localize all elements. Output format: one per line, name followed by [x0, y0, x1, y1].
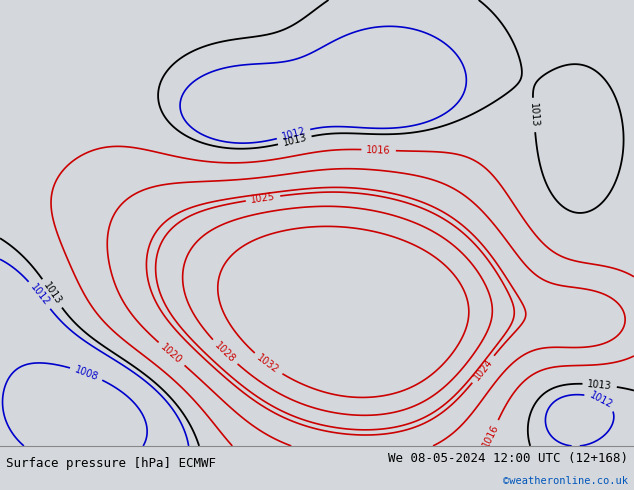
Text: 1024: 1024: [472, 357, 495, 382]
Text: 1012: 1012: [28, 282, 51, 308]
Text: ©weatheronline.co.uk: ©weatheronline.co.uk: [503, 476, 628, 486]
Text: 1008: 1008: [73, 365, 100, 382]
Text: 1028: 1028: [212, 340, 237, 365]
Text: 1013: 1013: [528, 102, 540, 127]
Text: 1012: 1012: [588, 390, 614, 410]
Text: Surface pressure [hPa] ECMWF: Surface pressure [hPa] ECMWF: [6, 457, 216, 469]
Text: 1013: 1013: [41, 280, 63, 306]
Text: 1013: 1013: [587, 379, 612, 391]
Text: 1012: 1012: [280, 126, 307, 142]
Text: 1016: 1016: [366, 145, 391, 155]
Text: 1020: 1020: [159, 342, 184, 366]
Text: 1025: 1025: [250, 192, 276, 205]
Text: We 08-05-2024 12:00 UTC (12+168): We 08-05-2024 12:00 UTC (12+168): [387, 452, 628, 465]
Text: 1013: 1013: [281, 132, 308, 148]
Text: 1016: 1016: [481, 422, 501, 449]
Text: 1032: 1032: [256, 353, 281, 375]
